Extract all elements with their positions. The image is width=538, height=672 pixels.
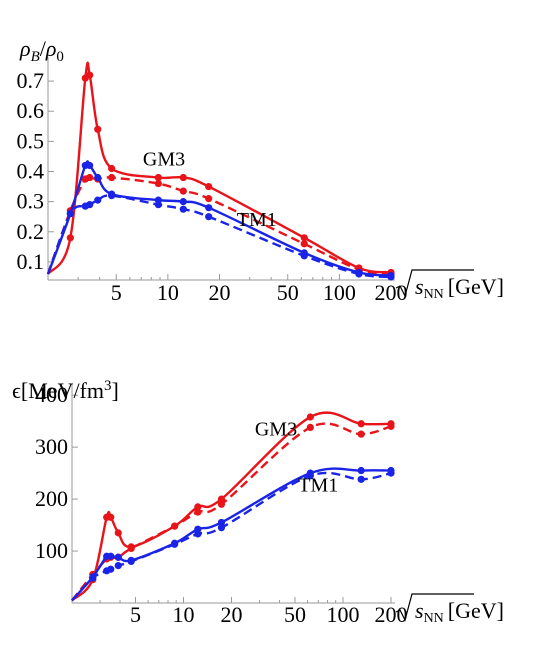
data-point (217, 500, 226, 508)
x-tick-label: 50 (284, 602, 306, 627)
svg-text:sNN[GeV]: sNN [GeV] (415, 598, 504, 626)
annotation-gm3: GM3 (255, 419, 297, 441)
data-point (217, 524, 226, 532)
data-point (108, 173, 116, 182)
data-point (154, 173, 162, 182)
data-point (205, 195, 213, 203)
y-tick-label: 0.3 (17, 189, 45, 214)
data-point (171, 522, 179, 530)
data-point (94, 196, 102, 204)
y-tick-label: 200 (35, 486, 68, 511)
data-point (171, 540, 179, 548)
data-point (179, 187, 187, 195)
data-point (179, 198, 187, 206)
x-tick-label: 5 (130, 602, 141, 627)
data-point (217, 495, 226, 503)
data-point (114, 553, 122, 561)
data-point (107, 565, 115, 573)
data-point (154, 201, 162, 209)
y-axis-title: ρB/ρ0 (19, 36, 64, 65)
x-axis-title: sNN [GeV] (395, 593, 504, 626)
data-point (86, 201, 94, 209)
data-point (66, 234, 74, 242)
data-point (179, 173, 187, 182)
data-point (127, 557, 135, 566)
data-point (300, 240, 308, 248)
data-point (306, 423, 314, 432)
data-point (357, 430, 365, 438)
data-point (387, 273, 395, 281)
data-point (86, 161, 94, 170)
panel-1: 5 10 20 50 100 200 0.1 0.2 0.3 0.4 0.5 0.6 0.7 ρB/ρ0 s… (17, 36, 505, 305)
x-tick-label: 100 (326, 602, 359, 627)
y-tick-label: 100 (35, 538, 68, 563)
x-tick-label: 50 (277, 280, 299, 305)
data-point (108, 192, 116, 200)
series-line-1 (46, 61, 392, 275)
series-line-1 (71, 411, 392, 602)
data-point (205, 182, 213, 191)
data-point (89, 574, 97, 582)
data-point (217, 518, 226, 527)
x-tick-label: 10 (157, 280, 179, 305)
x-tick-label: 200 (375, 280, 408, 305)
data-point (107, 552, 115, 560)
data-point (66, 210, 74, 218)
data-point (108, 164, 116, 173)
data-point (387, 469, 395, 477)
data-point (86, 71, 94, 79)
data-point (306, 413, 314, 421)
data-point (114, 561, 122, 570)
data-point (357, 475, 365, 483)
data-point (205, 213, 213, 221)
data-point (86, 173, 94, 182)
x-axis-title: sNN [GeV] (395, 269, 504, 302)
y-tick-label: 0.7 (17, 68, 45, 93)
y-tick-label: 0.4 (17, 159, 45, 184)
x-tick-label: 100 (323, 280, 356, 305)
y-tick-label: 0.1 (17, 249, 45, 274)
annotation-tm1: TM1 (237, 209, 277, 231)
y-axis-title: ϵ[MeV/fm3] (12, 378, 119, 403)
data-point (306, 472, 314, 480)
data-point (355, 270, 363, 278)
annotation-gm3: GM3 (143, 148, 185, 170)
x-tick-label: 20 (209, 280, 231, 305)
data-point (194, 503, 202, 511)
x-tick-label: 5 (111, 280, 122, 305)
data-point (127, 544, 135, 553)
x-tick-label: 20 (221, 602, 243, 627)
data-point (179, 205, 187, 213)
y-tick-label: 0.2 (17, 219, 45, 244)
annotation-tm1: TM1 (298, 474, 338, 496)
data-point (300, 252, 308, 260)
series-line-2 (71, 422, 392, 602)
series-line-4 (46, 194, 392, 279)
data-point (114, 529, 122, 537)
data-point (107, 513, 115, 521)
data-point (94, 173, 102, 182)
data-point (387, 422, 395, 430)
data-point (154, 179, 162, 188)
y-tick-label: 0.5 (17, 128, 45, 153)
data-point (194, 508, 202, 516)
data-point (94, 125, 102, 133)
y-tick-label: 300 (35, 434, 68, 459)
y-tick-label: 0.6 (17, 98, 45, 123)
data-point (300, 234, 308, 242)
data-point (357, 420, 365, 428)
x-tick-label: 10 (172, 602, 194, 627)
y-tick-label: 400 (35, 382, 68, 407)
data-point (357, 466, 365, 475)
data-point (205, 204, 213, 212)
svg-text:sNN[GeV]: sNN [GeV] (415, 274, 504, 302)
data-point (194, 530, 202, 538)
